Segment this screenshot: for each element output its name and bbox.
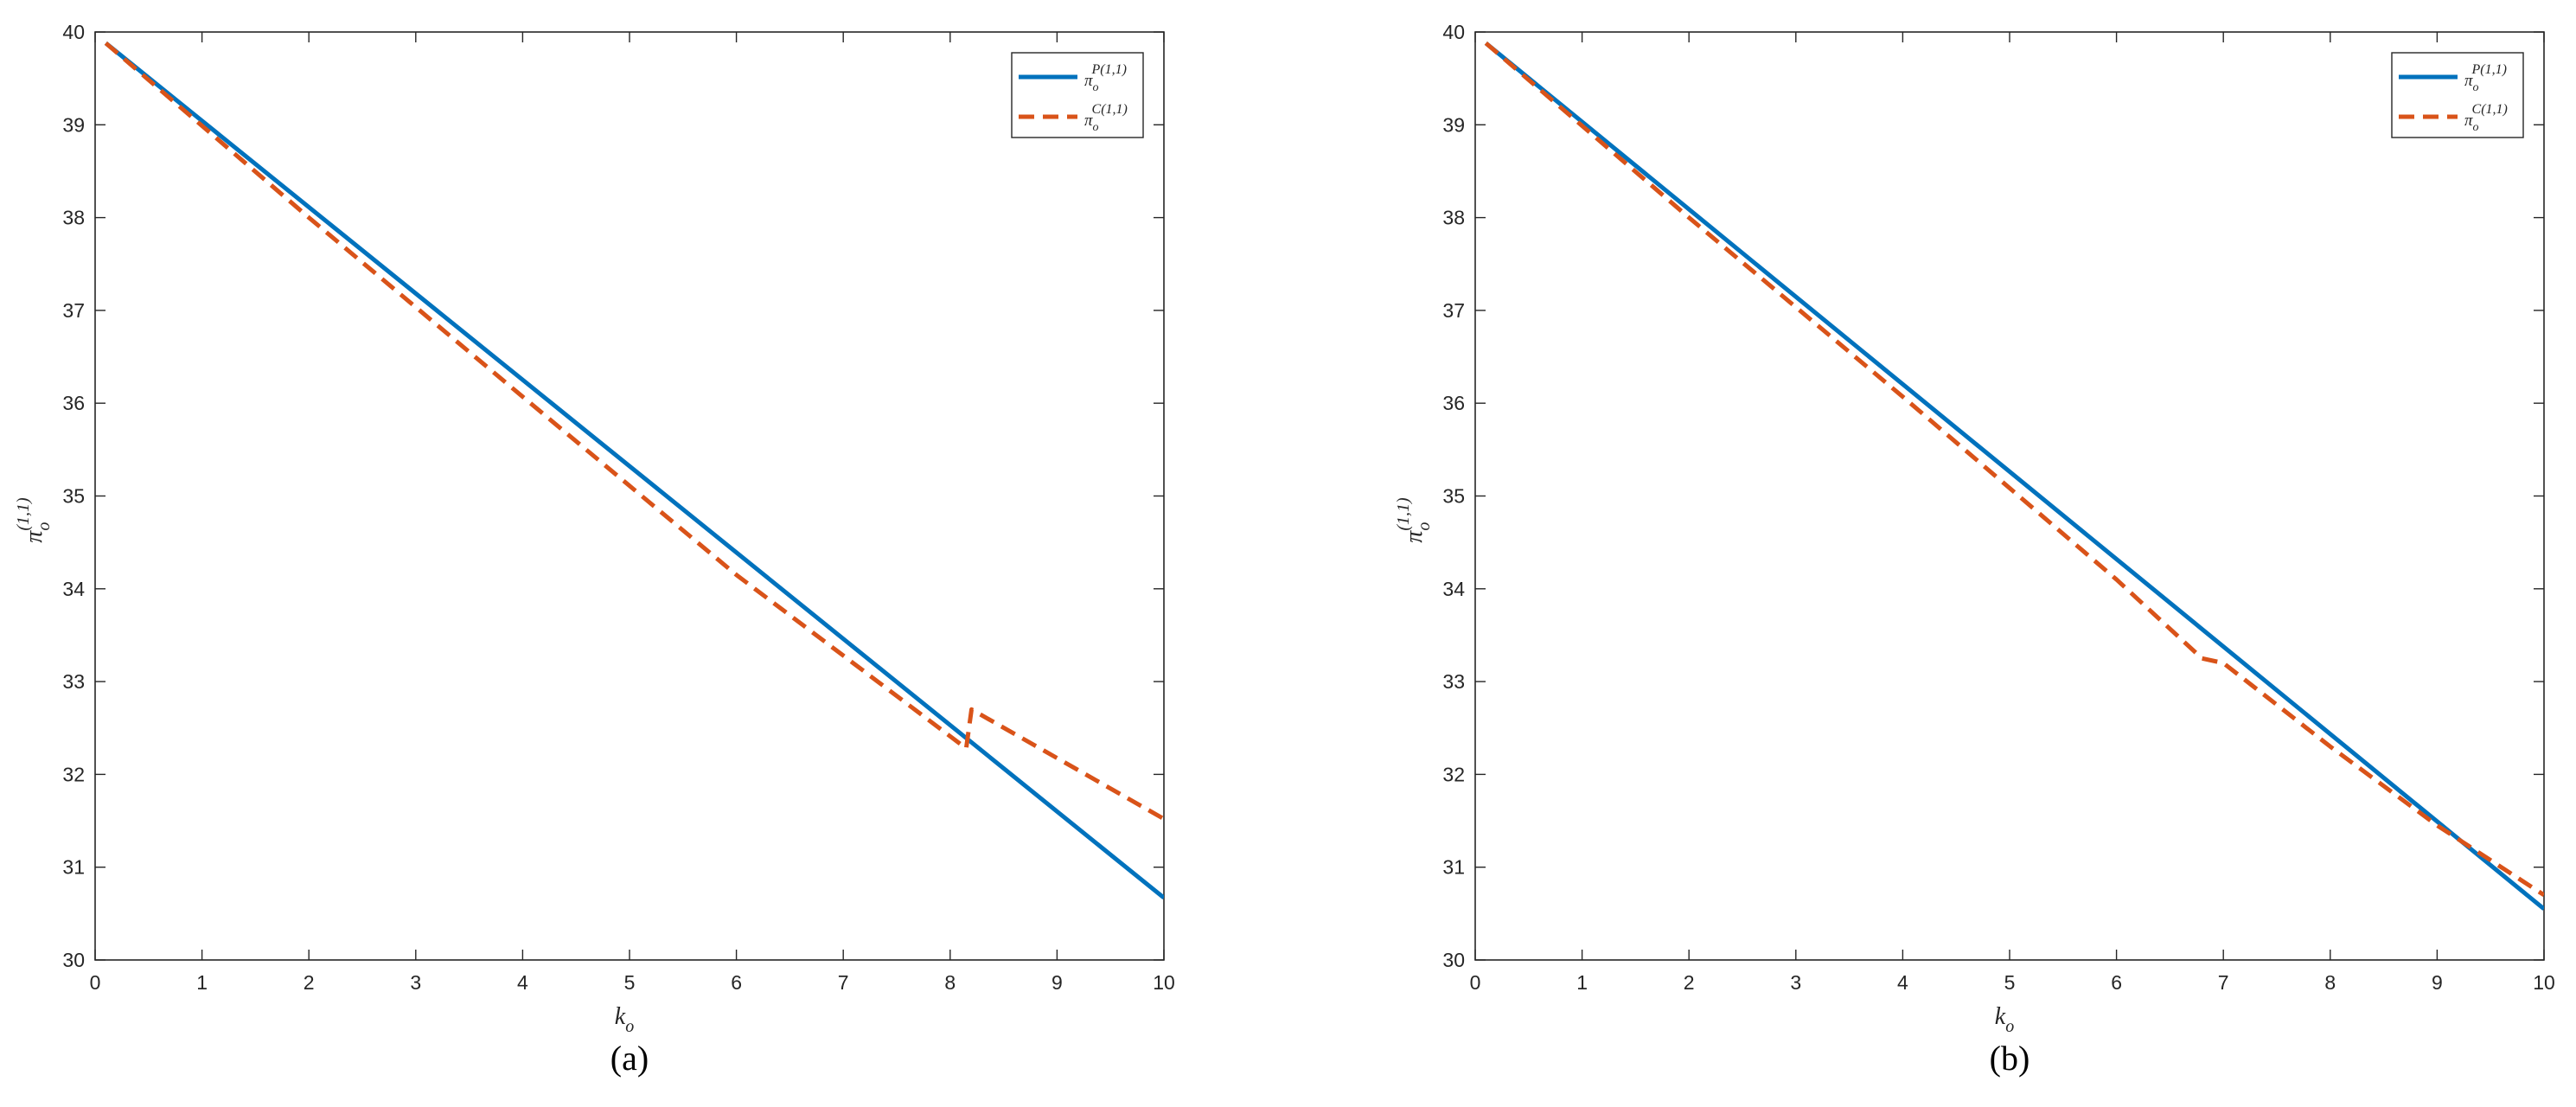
x-axis-ticks: 0 1 2 3 4 5 6 7 8 9 10	[90, 32, 1175, 994]
chart-panel-b: 0 1 2 3 4 5 6 7 8 9 103031323334353637383940koπo(1…	[1394, 21, 2555, 1078]
y-tick-label: 35	[1442, 485, 1465, 508]
x-tick-label: 2	[1684, 971, 1695, 994]
y-tick-label: 32	[62, 763, 85, 785]
y-tick-label: 38	[62, 207, 85, 229]
x-tick-label: 0	[1470, 971, 1481, 994]
y-tick-label: 40	[1442, 21, 1465, 43]
series-line-p	[104, 41, 1164, 900]
y-tick-label: 30	[1442, 949, 1465, 971]
x-axis-label: ko	[1995, 1003, 2014, 1036]
series-lines	[104, 41, 1164, 900]
legend-entry: πoC(1,1)	[2464, 102, 2508, 134]
legend-entry: πoP(1,1)	[2464, 62, 2507, 94]
y-axis-ticks: 30 31 32 33 34 35 36 37 38 39 40	[62, 21, 1164, 971]
y-tick-label: 35	[62, 485, 85, 508]
legend: πoP(1,1) πoC(1,1)	[2391, 52, 2524, 138]
legend: πoP(1,1) πoC(1,1)	[1011, 52, 1144, 138]
y-axis-ticks: 30 31 32 33 34 35 36 37 38 39 40	[1442, 21, 2544, 971]
x-tick-label: 9	[2432, 971, 2443, 994]
y-tick-label: 39	[62, 113, 85, 136]
x-tick-label: 5	[624, 971, 636, 994]
y-tick-label: 34	[1442, 578, 1465, 600]
x-tick-label: 1	[196, 971, 208, 994]
chart-panel-a: 0 1 2 3 4 5 6 7 8 9 103031323334353637383940koπo(1…	[14, 21, 1175, 1078]
series-line-c	[104, 41, 1164, 822]
x-tick-label: 9	[1051, 971, 1063, 994]
x-axis-label: ko	[615, 1003, 634, 1036]
series-line-c	[1484, 41, 2544, 897]
x-tick-label: 8	[944, 971, 956, 994]
x-tick-label: 7	[838, 971, 849, 994]
legend-entry: πoP(1,1)	[1084, 62, 1127, 94]
x-axis-ticks: 0 1 2 3 4 5 6 7 8 9 10	[1470, 32, 2555, 994]
legend-box	[1011, 52, 1144, 138]
y-tick-label: 37	[1442, 299, 1465, 322]
x-tick-label: 4	[1897, 971, 1908, 994]
legend-box	[2391, 52, 2524, 138]
y-axis-label: πo(1,1)	[14, 497, 54, 543]
y-tick-label: 31	[1442, 856, 1465, 879]
x-tick-label: 6	[2111, 971, 2122, 994]
legend-entry: πoC(1,1)	[1084, 102, 1128, 134]
y-tick-label: 33	[62, 670, 85, 693]
y-tick-label: 38	[1442, 207, 1465, 229]
x-tick-label: 3	[1790, 971, 1801, 994]
panel-caption: (b)	[1990, 1039, 2030, 1078]
series-lines	[1484, 41, 2544, 911]
y-tick-label: 37	[62, 299, 85, 322]
panel-caption: (a)	[610, 1039, 649, 1078]
x-tick-label: 7	[2218, 971, 2229, 994]
y-tick-label: 30	[62, 949, 85, 971]
y-tick-label: 32	[1442, 763, 1465, 785]
x-tick-label: 3	[410, 971, 421, 994]
y-tick-label: 36	[62, 392, 85, 414]
y-tick-label: 34	[62, 578, 85, 600]
x-tick-label: 10	[2533, 971, 2555, 994]
x-tick-label: 8	[2324, 971, 2336, 994]
x-tick-label: 2	[304, 971, 315, 994]
y-tick-label: 39	[1442, 113, 1465, 136]
x-tick-label: 5	[2004, 971, 2016, 994]
x-tick-label: 10	[1153, 971, 1175, 994]
y-tick-label: 31	[62, 856, 85, 879]
y-tick-label: 40	[62, 21, 85, 43]
y-tick-label: 33	[1442, 670, 1465, 693]
y-axis-label: πo(1,1)	[1394, 497, 1434, 543]
y-tick-label: 36	[1442, 392, 1465, 414]
x-tick-label: 0	[90, 971, 101, 994]
x-tick-label: 4	[517, 971, 528, 994]
x-tick-label: 1	[1576, 971, 1588, 994]
series-line-p	[1484, 41, 2544, 911]
x-tick-label: 6	[731, 971, 742, 994]
